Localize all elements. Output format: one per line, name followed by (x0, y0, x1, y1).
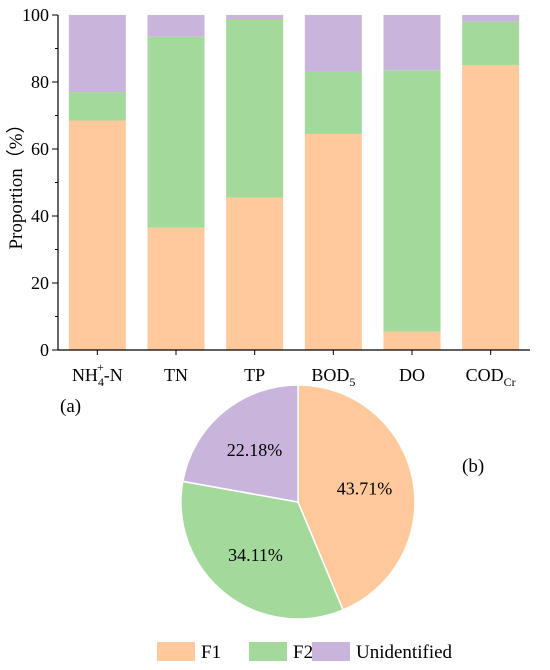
x-tick-label: TN (164, 365, 188, 385)
pie-slice-f2 (180, 480, 345, 620)
legend: F1 F2 Unidentified (157, 642, 453, 663)
bar-segment-unidentified-0 (68, 15, 126, 93)
bar-segment-f2-4 (383, 70, 441, 332)
bar-segment-f1-3 (304, 133, 362, 350)
bar-segment-f1-5 (462, 65, 520, 350)
y-tick-label: 60 (31, 139, 49, 159)
legend-label: F1 (201, 642, 221, 663)
pie-chart: 43.71% 34.11% 22.18% (180, 384, 416, 620)
stacked-bar-chart: NH4+-N TN TP BOD5 DO CODCr 0 20 40 60 80 100 (22, 5, 530, 389)
y-tick-label: 0 (40, 340, 49, 360)
legend-swatch-f1 (157, 642, 195, 661)
bar-segment-f2-3 (304, 71, 362, 134)
bar-segment-f2-5 (462, 21, 520, 66)
x-tick-label: DO (399, 365, 425, 385)
legend-swatch-f2 (249, 642, 287, 661)
bar-segment-f2-1 (147, 36, 205, 228)
bar-segment-f1-1 (147, 227, 205, 350)
bar-segment-f1-2 (226, 197, 284, 350)
pie-slice-label: 22.18% (227, 440, 283, 460)
x-tick-label: NH4+-N (72, 360, 123, 389)
bar-segment-unidentified-3 (304, 15, 362, 72)
x-tick-label: CODCr (466, 365, 516, 389)
y-tick-label: 80 (31, 72, 49, 92)
bar-segment-f1-4 (383, 331, 441, 350)
pie-slice-unidentified (181, 384, 299, 503)
pie-slice-label: 43.71% (337, 479, 393, 499)
panel-label-a: (a) (60, 396, 81, 417)
bar-segment-unidentified-1 (147, 15, 205, 37)
y-tick-label: 100 (22, 5, 49, 25)
x-tick-label: TP (244, 365, 265, 385)
legend-label: F2 (293, 642, 313, 663)
bar-segment-f1-0 (68, 120, 126, 351)
pie-slice-label: 34.11% (228, 545, 283, 565)
panel-label-b: (b) (462, 456, 484, 477)
bar-segment-unidentified-2 (226, 15, 284, 21)
legend-swatch-unidentified (312, 642, 350, 661)
y-tick-label: 40 (31, 206, 49, 226)
y-tick-label: 20 (31, 273, 49, 293)
bar-segment-unidentified-5 (462, 15, 520, 22)
bar-segment-f2-0 (68, 92, 126, 121)
bar-segment-f2-2 (226, 20, 284, 198)
bar-segment-unidentified-4 (383, 15, 441, 71)
pie-slice-f1 (297, 384, 416, 611)
legend-label: Unidentified (356, 642, 453, 663)
x-tick-label: BOD5 (311, 365, 355, 389)
y-axis-label: Proportion（%） (5, 114, 27, 249)
